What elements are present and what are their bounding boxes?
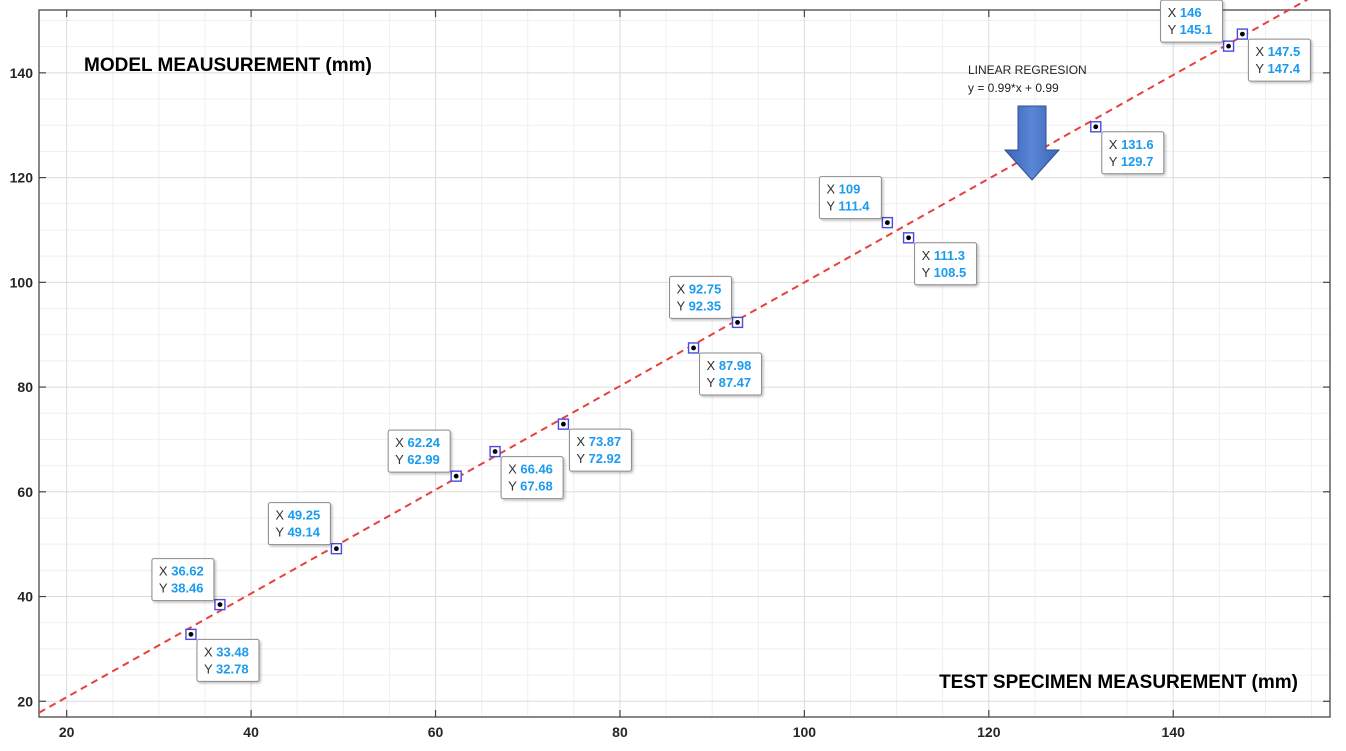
datatip-y: Y 32.78	[204, 661, 249, 676]
data-point-dot	[1239, 31, 1245, 37]
x-tick-label: 40	[243, 724, 259, 740]
major-grid	[39, 10, 1330, 717]
datatip: X 33.48 Y 32.78	[196, 638, 260, 682]
data-point-dot	[1226, 43, 1231, 49]
data-point-dot	[884, 220, 890, 226]
datatip: X 131.6 Y 129.7	[1101, 131, 1165, 175]
datatip: X 62.24 Y 62.99	[387, 429, 451, 473]
data-markers	[185, 28, 1249, 641]
regression-annotation: LINEAR REGRESION y = 0.99*x + 0.99	[968, 63, 1087, 181]
datatip-box	[699, 352, 763, 396]
datatip-y: Y 38.46	[159, 581, 204, 596]
datatip-x: X 66.46	[508, 462, 553, 477]
data-point-dot	[217, 602, 223, 608]
y-tick-label: 40	[17, 589, 33, 605]
datatip-box	[568, 428, 632, 472]
x-tick-label: 100	[793, 724, 817, 740]
datatip-y: Y 62.99	[395, 452, 440, 467]
datatip-box	[196, 638, 260, 682]
datatip-y: Y 92.35	[677, 298, 722, 313]
datatip-y: Y 111.4	[826, 199, 870, 214]
datatip-y: Y 87.47	[707, 375, 752, 390]
x-axis-title: TEST SPECIMEN MEASUREMENT (mm)	[939, 672, 1298, 693]
data-point-dot	[561, 421, 566, 427]
datatip-y: Y 72.92	[576, 451, 621, 466]
y-tick-label: 60	[17, 484, 33, 500]
datatip-box	[669, 275, 733, 319]
datatip: X 146 Y 145.1	[1160, 0, 1224, 43]
y-tick-label: 120	[10, 170, 34, 186]
datatip: X 147.5 Y 147.4	[1247, 38, 1311, 82]
datatip-x: X 111.3	[922, 248, 965, 263]
data-point-dot	[453, 473, 459, 479]
datatip: X 36.62 Y 38.46	[151, 558, 215, 602]
x-tick-label: 140	[1162, 724, 1186, 740]
datatip-box	[267, 502, 331, 546]
x-tick-label: 120	[977, 724, 1001, 740]
datatip: X 92.75 Y 92.35	[669, 275, 733, 319]
datatip-box	[914, 242, 978, 286]
y-tick-label: 140	[10, 65, 34, 81]
datatip-box	[818, 176, 882, 220]
datatip: X 109 Y 111.4	[818, 176, 882, 220]
datatip-box	[387, 429, 451, 473]
y-tick-labels: 20 40 60 80 100 120 140	[10, 65, 34, 709]
datatip-x: X 87.98	[707, 358, 752, 373]
datatip-box	[500, 456, 564, 500]
datatip-box	[1247, 38, 1311, 82]
datatip: X 87.98 Y 87.47	[699, 352, 763, 396]
y-tick-label: 80	[17, 379, 33, 395]
datatip: X 66.46 Y 67.68	[500, 456, 564, 500]
minor-grid	[39, 10, 1330, 717]
x-tick-label: 60	[428, 724, 444, 740]
y-axis-title: MODEL MEAUSUREMENT (mm)	[84, 55, 372, 76]
datatip-x: X 49.25	[275, 508, 320, 523]
datatip-y: Y 129.7	[1109, 154, 1154, 169]
x-tick-label: 20	[59, 724, 75, 740]
datatip-y: Y 108.5	[922, 265, 967, 280]
datatip-box	[151, 558, 215, 602]
datatip-x: X 109	[826, 182, 860, 197]
datatip-x: X 131.6	[1109, 137, 1154, 152]
datatip-x: X 33.48	[204, 644, 249, 659]
datatip: X 111.3 Y 108.5	[914, 242, 978, 286]
regression-equation: y = 0.99*x + 0.99	[968, 81, 1059, 95]
datatip-y: Y 49.14	[275, 525, 320, 540]
x-tick-labels: 20 40 60 80 100 120 140	[59, 724, 1185, 740]
datatip-x: X 73.87	[576, 434, 621, 449]
data-point-dot	[492, 449, 498, 454]
regression-line	[38, 0, 1309, 714]
datatips: X 33.48 Y 32.78 X 36.62 Y 38.46 X 49.25 Y 49.…	[151, 0, 1311, 682]
y-tick-label: 20	[17, 693, 33, 709]
datatip-x: X 147.5	[1255, 44, 1300, 59]
datatip-y: Y 147.4	[1255, 61, 1300, 76]
datatip: X 49.25 Y 49.14	[267, 502, 331, 546]
datatip-box	[1160, 0, 1224, 43]
datatip-x: X 36.62	[159, 564, 204, 579]
regression-annotation-title: LINEAR REGRESION	[968, 63, 1087, 77]
down-arrow-icon	[1003, 105, 1061, 181]
data-point-dot	[906, 235, 911, 241]
data-point-dot	[188, 631, 194, 637]
datatip-x: X 62.24	[395, 435, 441, 450]
datatip-x: X 92.75	[677, 281, 722, 296]
data-point-dot	[1093, 124, 1099, 130]
datatip-y: Y 145.1	[1168, 22, 1213, 37]
data-point-dot	[735, 319, 740, 325]
datatip: X 73.87 Y 72.92	[568, 428, 632, 472]
plot-frame	[38, 9, 1331, 718]
datatip-y: Y 67.68	[508, 479, 553, 494]
data-point-dot	[333, 546, 339, 552]
y-tick-label: 100	[10, 274, 34, 290]
datatip-x: X 146	[1168, 5, 1202, 20]
x-tick-label: 80	[612, 724, 628, 740]
datatip-box	[1101, 131, 1165, 175]
data-point-dot	[691, 345, 696, 351]
